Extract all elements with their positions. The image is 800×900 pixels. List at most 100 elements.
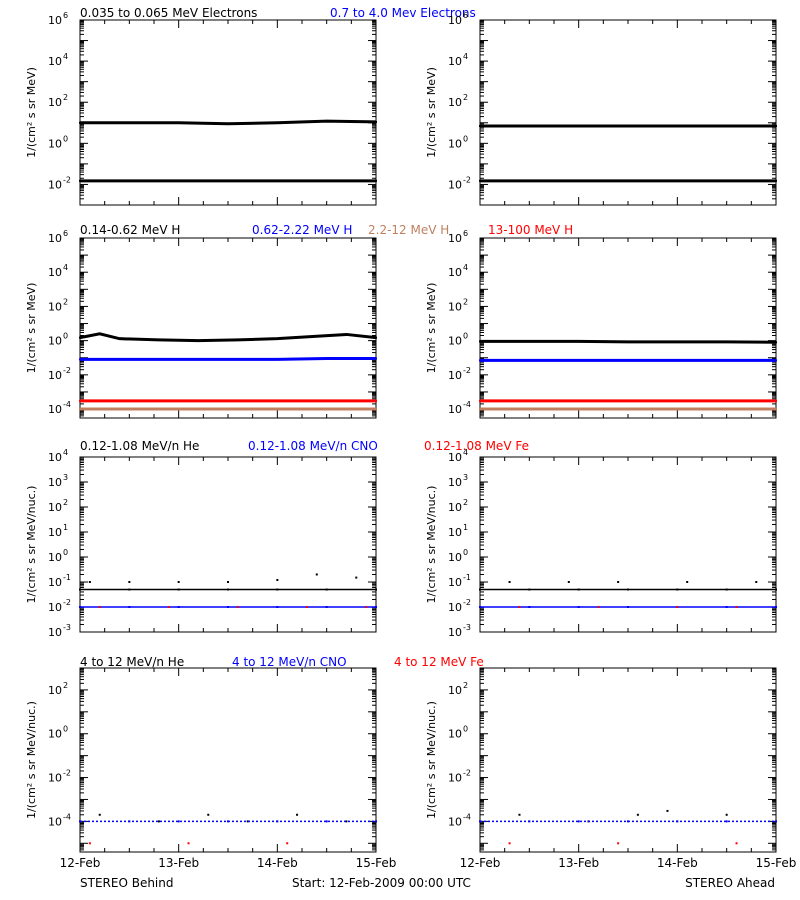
y-tick-exponent: -2: [63, 598, 71, 607]
data-point: [236, 338, 239, 341]
data-point: [296, 813, 299, 816]
data-point: [118, 337, 121, 340]
data-point: [88, 581, 91, 583]
data-point: [325, 820, 328, 823]
data-point: [725, 606, 728, 608]
data-point: [775, 408, 777, 411]
data-point: [627, 588, 629, 591]
data-point: [528, 359, 531, 362]
data-point: [177, 581, 180, 583]
y-tick-exponent: 0: [463, 332, 468, 341]
y-tick-exponent: 0: [463, 134, 468, 143]
y-tick-label: 10: [48, 476, 62, 489]
y-tick-label: 10: [448, 137, 462, 150]
plot-frame: [79, 237, 377, 419]
data-point: [375, 588, 377, 591]
y-tick-label: 10: [448, 96, 462, 109]
data-point: [177, 121, 180, 124]
y-tick-exponent: -2: [463, 366, 471, 375]
y-tick-exponent: -2: [63, 769, 71, 778]
data-point: [79, 358, 81, 361]
y-tick-exponent: 0: [63, 134, 68, 143]
data-point: [577, 340, 580, 343]
y-tick-exponent: 4: [463, 448, 468, 457]
data-point: [775, 820, 777, 823]
data-point: [479, 124, 481, 127]
data-point: [627, 124, 629, 127]
data-point: [479, 399, 481, 402]
y-tick-label: 10: [448, 369, 462, 382]
y-tick-exponent: 0: [63, 725, 68, 734]
y-tick-label: 10: [48, 772, 62, 785]
data-point: [528, 408, 531, 411]
data-point: [577, 408, 580, 411]
data-point: [686, 581, 689, 583]
data-point: [627, 359, 629, 362]
data-point: [79, 408, 81, 411]
y-tick-label: 10: [448, 601, 462, 614]
data-point: [627, 399, 629, 402]
data-point: [227, 358, 229, 361]
y-tick-label: 10: [448, 684, 462, 697]
y-tick-exponent: -4: [63, 400, 71, 409]
data-point: [128, 179, 131, 182]
data-point: [315, 573, 318, 576]
footer-center: Start: 12-Feb-2009 00:00 UTC: [292, 876, 471, 890]
data-point: [627, 340, 629, 343]
data-point: [666, 809, 669, 812]
y-tick-exponent: 2: [63, 297, 68, 306]
footer-left: STEREO Behind: [80, 876, 174, 890]
data-point: [725, 813, 728, 816]
data-point: [375, 357, 377, 360]
data-point: [246, 820, 249, 823]
y-tick-label: 10: [48, 55, 62, 68]
y-tick-label: 10: [48, 266, 62, 279]
data-point: [577, 124, 580, 127]
x-tick-label: 13-Feb: [158, 856, 199, 870]
data-point: [325, 179, 328, 182]
data-point: [518, 606, 521, 608]
legend-label: 13-100 MeV H: [488, 223, 573, 237]
data-point: [227, 581, 229, 583]
legend-label: 0.7 to 4.0 Mev Electrons: [330, 6, 476, 20]
data-point: [177, 820, 180, 823]
y-tick-label: 10: [48, 626, 62, 639]
data-point: [676, 606, 679, 608]
y-tick-label: 10: [448, 55, 462, 68]
y-tick-exponent: 2: [463, 93, 468, 102]
legend-label: 2.2-12 MeV H: [368, 223, 449, 237]
data-point: [227, 408, 229, 411]
data-point: [528, 820, 531, 823]
data-point: [479, 588, 481, 591]
data-point: [365, 606, 368, 608]
y-tick-exponent: 1: [63, 523, 68, 532]
data-point: [528, 588, 531, 591]
legend-label: 0.14-0.62 MeV H: [80, 223, 180, 237]
data-point: [725, 408, 728, 411]
data-point: [676, 124, 679, 127]
plot-frame: [479, 237, 777, 419]
panel-heavy-ions-low-behind: 1/(cm² s sr MeV/nuc.)10 -310 -210 -110 010 11…: [25, 448, 377, 639]
data-point: [528, 340, 531, 343]
y-tick-exponent: 0: [463, 725, 468, 734]
data-point: [567, 581, 570, 583]
data-point: [227, 606, 229, 608]
data-point: [676, 179, 679, 182]
data-point: [276, 179, 279, 182]
y-tick-label: 10: [48, 684, 62, 697]
y-tick-label: 10: [48, 369, 62, 382]
data-point: [325, 120, 328, 123]
y-tick-exponent: 2: [63, 93, 68, 102]
y-tick-exponent: 2: [463, 681, 468, 690]
y-tick-label: 10: [448, 232, 462, 245]
plot-frame: [479, 19, 777, 206]
y-axis-label: 1/(cm² s sr MeV): [425, 67, 438, 158]
data-point: [276, 579, 279, 582]
data-point: [128, 820, 131, 823]
y-tick-label: 10: [48, 14, 62, 27]
